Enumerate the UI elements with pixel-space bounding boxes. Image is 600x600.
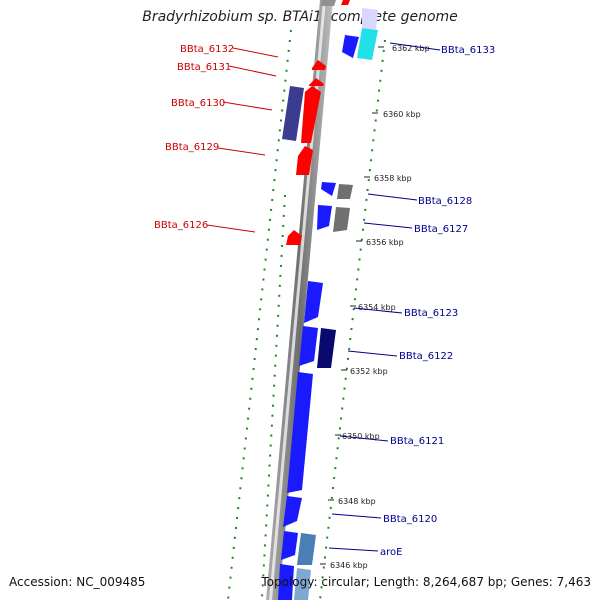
gene-blue-bottom[interactable] bbox=[278, 564, 294, 600]
leader-bbta-6127 bbox=[363, 222, 413, 229]
leader-bbta-6131 bbox=[228, 65, 277, 77]
gene-steel-bottom[interactable] bbox=[294, 568, 311, 600]
tick-label: 6360 kbp bbox=[383, 110, 421, 119]
gene-label-bbta-6127[interactable]: BBta_6127 bbox=[414, 224, 468, 235]
gene-navy-6122[interactable] bbox=[317, 328, 336, 368]
tick-label: 6346 kbp bbox=[330, 561, 368, 570]
leader-bbta-6120 bbox=[331, 513, 382, 519]
leader-bbta-6121 bbox=[339, 435, 389, 442]
tick-label: 6352 kbp bbox=[350, 367, 388, 376]
gene-bbta-6123[interactable] bbox=[304, 281, 323, 323]
tick-label: 6356 kbp bbox=[366, 238, 404, 247]
gene-label-aroe[interactable]: aroE bbox=[380, 547, 402, 558]
gene-label-bbta-6130[interactable]: BBta_6130 bbox=[171, 98, 225, 109]
gene-label-bbta-6131[interactable]: BBta_6131 bbox=[177, 62, 231, 73]
gene-gray-6128[interactable] bbox=[337, 184, 353, 199]
gene-label-bbta-6129[interactable]: BBta_6129 bbox=[165, 142, 219, 153]
tick-label: 6362 kbp bbox=[392, 44, 430, 53]
leader-bbta-6129 bbox=[217, 147, 266, 156]
gene-bbta-6129[interactable] bbox=[296, 146, 313, 175]
gene-bbta-6128b[interactable] bbox=[321, 182, 336, 196]
forward-leaders bbox=[206, 47, 279, 233]
gene-bbta-6131[interactable] bbox=[309, 78, 324, 86]
tick-label: 6358 kbp bbox=[374, 174, 412, 183]
gene-label-bbta-6126[interactable]: BBta_6126 bbox=[154, 220, 208, 231]
inner-left-guide bbox=[261, 194, 286, 599]
tick-label: 6354 kbp bbox=[358, 303, 396, 312]
gene-label-bbta-6123[interactable]: BBta_6123 bbox=[404, 308, 458, 319]
gene-bbta-6120[interactable] bbox=[283, 496, 302, 527]
forward-genes bbox=[286, 0, 350, 245]
leader-bbta-6123 bbox=[353, 307, 403, 314]
leader-bbta-6126 bbox=[206, 224, 256, 233]
leader-bbta-6133 bbox=[389, 42, 441, 51]
guide-lines bbox=[227, 29, 386, 600]
leader-bbta-6122 bbox=[347, 350, 398, 357]
gene-aroe[interactable] bbox=[297, 533, 316, 565]
gene-label-bbta-6121[interactable]: BBta_6121 bbox=[390, 436, 444, 447]
accession-label: Accession: NC_009485 bbox=[9, 575, 146, 589]
gene-blue-lower[interactable] bbox=[281, 531, 298, 560]
leader-bbta-6132 bbox=[232, 47, 279, 58]
genome-title: Bradyrhizobium sp. BTAi1, complete genom… bbox=[142, 9, 458, 25]
gene-cyan-6133[interactable] bbox=[357, 28, 378, 60]
gene-label-bbta-6120[interactable]: BBta_6120 bbox=[383, 514, 437, 525]
gene-label-bbta-6128[interactable]: BBta_6128 bbox=[418, 196, 472, 207]
genome-summary: Topology: circular; Length: 8,264,687 bp… bbox=[261, 575, 591, 589]
gene-bbta-6132[interactable] bbox=[312, 60, 326, 70]
leader-aroe bbox=[328, 547, 379, 552]
reverse-genes bbox=[278, 35, 359, 600]
gene-bbta-6133[interactable] bbox=[342, 35, 359, 58]
tick-label: 6350 kbp bbox=[342, 432, 380, 441]
leader-bbta-6128 bbox=[367, 193, 418, 201]
gene-bbta-6122[interactable] bbox=[299, 326, 318, 366]
gene-label-bbta-6132[interactable]: BBta_6132 bbox=[180, 44, 234, 55]
gene-top-gray[interactable] bbox=[321, 0, 336, 6]
gene-bbta-6127[interactable] bbox=[317, 205, 332, 230]
gene-bbta-6128[interactable] bbox=[341, 0, 350, 5]
ticks bbox=[320, 46, 384, 565]
reverse-leaders bbox=[328, 42, 441, 552]
tick-label: 6348 kbp bbox=[338, 497, 376, 506]
gene-bbta-6126[interactable] bbox=[286, 230, 302, 245]
gene-lavender[interactable] bbox=[362, 8, 378, 30]
gene-gray-6127[interactable] bbox=[333, 207, 350, 232]
gene-bbta-6121[interactable] bbox=[287, 372, 313, 493]
gene-bbta-6130[interactable] bbox=[301, 86, 321, 143]
gene-label-bbta-6133[interactable]: BBta_6133 bbox=[441, 45, 495, 56]
gene-dark-6130[interactable] bbox=[282, 86, 304, 141]
right-guide bbox=[319, 39, 386, 600]
gene-label-bbta-6122[interactable]: BBta_6122 bbox=[399, 351, 453, 362]
leader-bbta-6130 bbox=[222, 101, 273, 111]
